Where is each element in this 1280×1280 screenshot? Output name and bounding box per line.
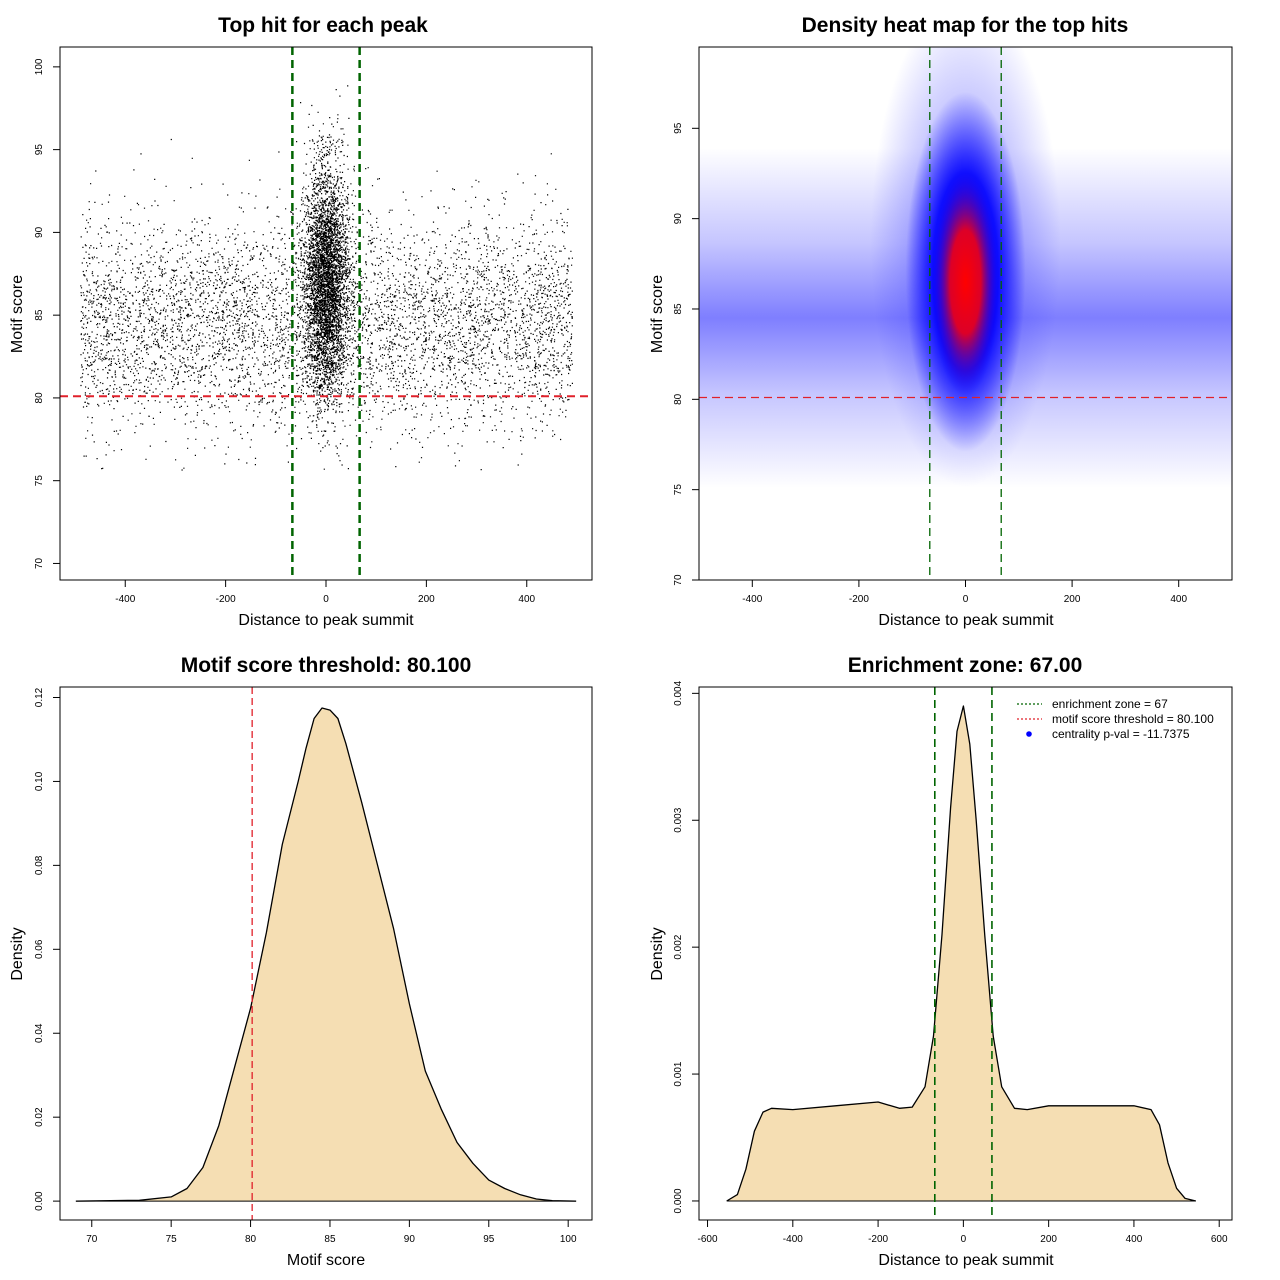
distance-density-plot-frame xyxy=(698,686,1233,1221)
distance-density-x-tick-label: 0 xyxy=(961,1234,967,1245)
heatmap-panel: Density heat map for the top hits -400 -2… xyxy=(649,14,1233,629)
heatmap-hotspot xyxy=(931,166,1000,397)
score-density-x-tick-label: 100 xyxy=(560,1234,577,1245)
score-density-y-tick-label: 0.12 xyxy=(34,687,45,707)
scatter-points xyxy=(80,85,573,471)
legend-enrichment-zone-label: enrichment zone = 67 xyxy=(1052,697,1168,711)
score-density-x-tick-label: 80 xyxy=(245,1234,257,1245)
scatter-y-axis-label: Motif score xyxy=(9,275,26,353)
heatmap-x-tick-label: -200 xyxy=(849,594,869,605)
scatter-y-tick-label: 90 xyxy=(34,226,45,238)
distance-density-x-tick-label: 600 xyxy=(1211,1234,1228,1245)
distance-density-y-axis-label: Density xyxy=(649,927,666,980)
scatter-y-tick-label: 70 xyxy=(34,557,45,569)
scatter-y-tick-label: 75 xyxy=(34,475,45,487)
heatmap-y-tick-label: 90 xyxy=(673,213,684,225)
score-density-y-axis-label: Density xyxy=(9,927,26,980)
score-density-panel: Motif score threshold: 80.100 70 75 80 85 90… xyxy=(9,654,593,1269)
scatter-x-tick-label: 200 xyxy=(418,594,435,605)
score-density-x-tick-label: 75 xyxy=(166,1234,178,1245)
distance-density-x-tick-label: -400 xyxy=(783,1234,803,1245)
scatter-panel: Top hit for each peak -400 -200 0 200 400 70… xyxy=(9,14,593,629)
legend-pval-point xyxy=(1026,731,1032,737)
distance-density-y-tick-label: 0.000 xyxy=(673,1188,684,1213)
distance-density-x-axis-label: Distance to peak summit xyxy=(878,1252,1054,1269)
score-density-x-tick-label: 85 xyxy=(324,1234,336,1245)
heatmap-x-tick-label: 200 xyxy=(1064,594,1081,605)
score-density-title: Motif score threshold: 80.100 xyxy=(181,654,472,677)
distance-density-x-tick-label: -600 xyxy=(698,1234,718,1245)
score-density-curve xyxy=(75,707,577,1202)
score-density-y-tick-label: 0.04 xyxy=(34,1023,45,1043)
score-density-y-tick-label: 0.10 xyxy=(34,771,45,791)
heatmap-x-tick-label: 0 xyxy=(963,594,969,605)
scatter-y-tick-label: 95 xyxy=(34,144,45,156)
distance-density-x-tick-label: -200 xyxy=(868,1234,888,1245)
score-density-plot-frame xyxy=(59,686,593,1221)
distance-density-area xyxy=(726,706,1196,1201)
heatmap-x-tick-label: 400 xyxy=(1170,594,1187,605)
score-density-area xyxy=(75,708,577,1202)
scatter-title: Top hit for each peak xyxy=(218,14,428,37)
score-density-y-tick-label: 0.06 xyxy=(34,939,45,959)
distance-density-x-tick-label: 200 xyxy=(1040,1234,1057,1245)
distance-density-panel: Enrichment zone: 67.00 -600 -400 -200 0 200 4… xyxy=(649,654,1233,1269)
score-density-y-tick-label: 0.00 xyxy=(34,1191,45,1211)
distance-density-y-tick-label: 0.001 xyxy=(673,1061,684,1086)
heatmap-y-tick-label: 80 xyxy=(673,393,684,405)
heatmap-y-tick-label: 75 xyxy=(673,484,684,496)
score-density-x-tick-label: 95 xyxy=(483,1234,495,1245)
scatter-x-tick-label: -400 xyxy=(115,594,135,605)
heatmap-y-tick-label: 85 xyxy=(673,303,684,315)
legend: enrichment zone = 67 motif score thresho… xyxy=(1017,697,1214,741)
distance-density-y-tick-label: 0.004 xyxy=(673,680,684,705)
scatter-x-tick-label: -200 xyxy=(216,594,236,605)
scatter-x-axis-label: Distance to peak summit xyxy=(238,612,414,629)
distance-density-y-tick-label: 0.003 xyxy=(673,807,684,832)
distance-density-x-tick-label: 400 xyxy=(1126,1234,1143,1245)
heatmap-y-axis-label: Motif score xyxy=(649,275,666,353)
legend-pval-label: centrality p-val = -11.7375 xyxy=(1052,727,1190,741)
scatter-x-tick-label: 400 xyxy=(518,594,535,605)
distance-density-title: Enrichment zone: 67.00 xyxy=(848,654,1083,677)
scatter-x-tick-label: 0 xyxy=(323,594,329,605)
score-density-x-tick-label: 90 xyxy=(404,1234,416,1245)
heatmap-x-axis-label: Distance to peak summit xyxy=(878,612,1054,629)
heatmap-y-tick-label: 70 xyxy=(673,574,684,586)
heatmap-x-tick-label: -400 xyxy=(742,594,762,605)
scatter-y-tick-label: 100 xyxy=(34,58,45,75)
score-density-y-tick-label: 0.08 xyxy=(34,855,45,875)
scatter-y-tick-label: 85 xyxy=(34,309,45,321)
scatter-point-cloud xyxy=(80,85,573,471)
score-density-y-tick-label: 0.02 xyxy=(34,1107,45,1127)
score-density-x-axis-label: Motif score xyxy=(287,1252,365,1269)
score-density-x-tick-label: 70 xyxy=(86,1234,98,1245)
heatmap-y-tick-label: 95 xyxy=(673,122,684,134)
scatter-y-tick-label: 80 xyxy=(34,392,45,404)
distance-density-curve xyxy=(726,705,1196,1202)
distance-density-y-tick-label: 0.002 xyxy=(673,934,684,959)
heatmap-density xyxy=(699,47,1232,489)
legend-threshold-label: motif score threshold = 80.100 xyxy=(1052,712,1214,726)
heatmap-title: Density heat map for the top hits xyxy=(802,14,1129,37)
